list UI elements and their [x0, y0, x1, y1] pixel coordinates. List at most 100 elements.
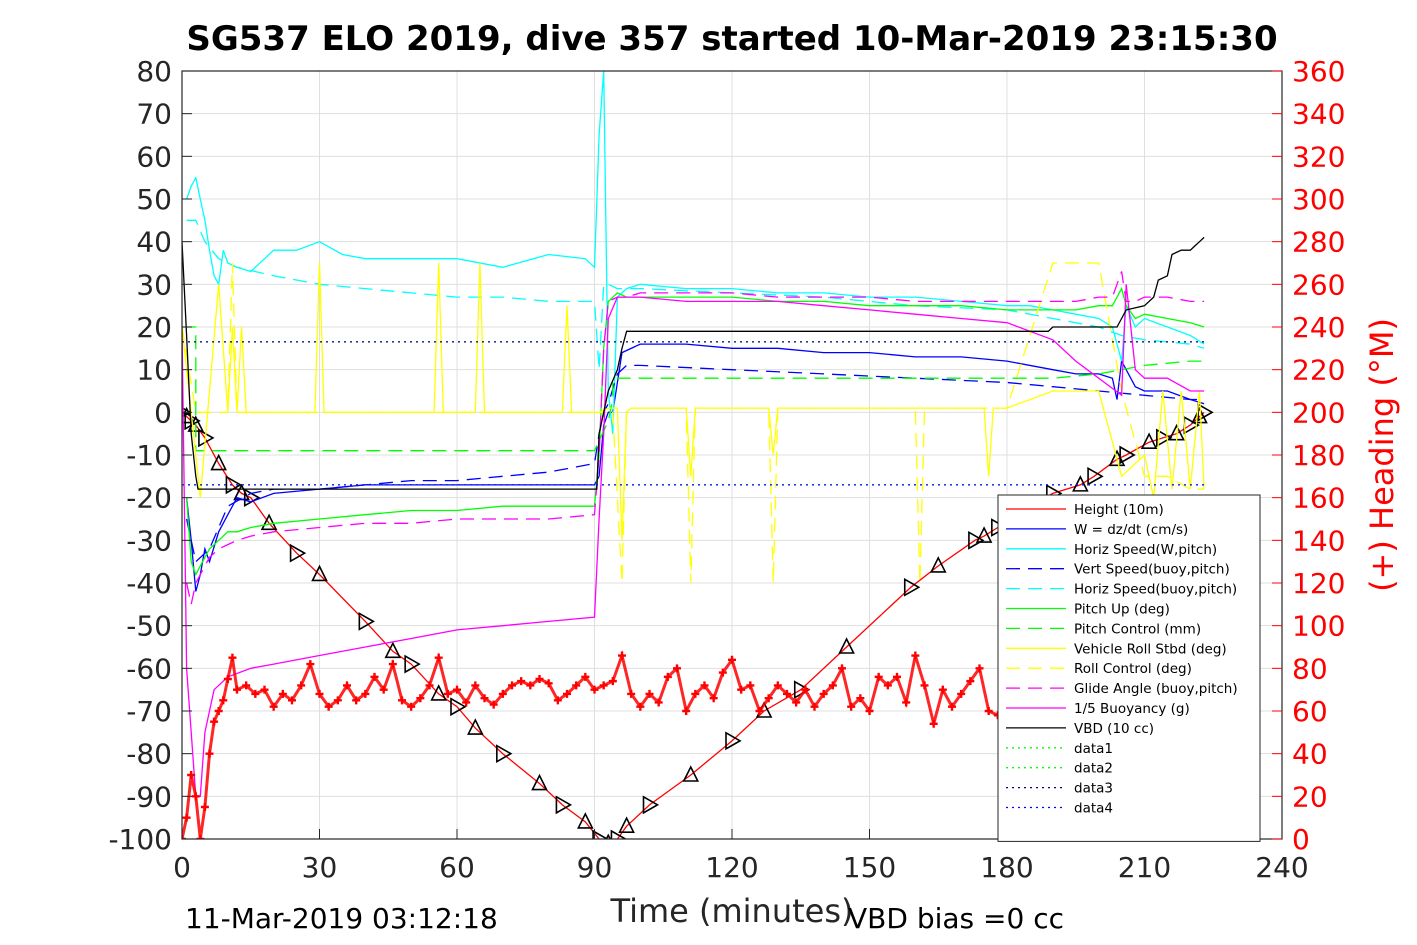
y2-tick-label: 140: [1292, 524, 1345, 557]
height-marker: [592, 829, 609, 839]
height-marker: [450, 697, 467, 717]
legend-entry: Vehicle Roll Stbd (deg): [1074, 641, 1227, 657]
legend-entry: 1/5 Buoyancy (g): [1074, 701, 1190, 717]
height-marker: [430, 684, 447, 701]
y2-tick-label: 240: [1292, 311, 1345, 344]
y-tick-label: 40: [136, 226, 172, 259]
height-marker: [1140, 432, 1158, 449]
height-marker: [210, 453, 227, 471]
legend-entry: Horiz Speed(W,pitch): [1074, 542, 1217, 558]
height-marker: [725, 731, 742, 751]
height-marker: [975, 526, 993, 543]
height-marker: [838, 637, 855, 654]
legend-entry: data2: [1074, 761, 1113, 777]
legend: Height (10m) W = dz/dt (cm/s) Horiz Speed(…: [997, 494, 1261, 842]
series-roll-control-deg: [182, 262, 1205, 584]
y-tick-label: -40: [126, 567, 172, 600]
end-timestamp: 11-Mar-2019 03:12:18: [185, 902, 498, 935]
y2-tick-label: 180: [1292, 439, 1345, 472]
x-tick-label: 240: [1255, 851, 1308, 884]
chart-title: SG537 ELO 2019, dive 357 started 10-Mar-…: [186, 19, 1277, 59]
y-tick-label: -20: [126, 482, 172, 515]
legend-entry: data1: [1074, 741, 1113, 757]
x-axis-label: Time (minutes): [610, 892, 854, 930]
y2-tick-label: 20: [1292, 780, 1328, 813]
y-tick-label: 30: [136, 268, 172, 301]
height-marker: [289, 543, 307, 563]
y2-tick-label: 340: [1292, 98, 1345, 131]
x-tick-label: 150: [843, 851, 896, 884]
y-tick-label: 20: [136, 311, 172, 344]
y-tick-label: 10: [136, 354, 172, 387]
series-vbd-10-cc: [182, 236, 1205, 490]
y-tick-label: -90: [126, 780, 172, 813]
height-marker: [1072, 475, 1089, 492]
heading-series: [182, 650, 1036, 839]
vbd-bias-note: VBD bias =0 cc: [848, 902, 1064, 935]
y-tick-label: -60: [126, 652, 172, 685]
y-tick-label: -50: [126, 610, 172, 643]
legend-entry: Horiz Speed(buoy,pitch): [1074, 582, 1237, 598]
height-marker: [496, 744, 513, 764]
legend-entry: data4: [1074, 801, 1113, 817]
height-marker: [1191, 406, 1208, 424]
legend-entry: Glide Angle (buoy,pitch): [1074, 681, 1238, 697]
y2-tick-label: 360: [1292, 55, 1345, 88]
x-tick-label: 210: [1118, 851, 1171, 884]
series-horiz-speed-buoy-pitch: [186, 219, 1205, 370]
series-pitch-control-mm: [182, 326, 1205, 452]
legend-entry: Height (10m): [1074, 502, 1164, 518]
y2-tick-label: 100: [1292, 610, 1345, 643]
x-tick-label: 30: [302, 851, 338, 884]
series-horiz-speed-w-pitch: [185, 71, 1205, 434]
height-marker: [1087, 466, 1104, 486]
y2-tick-label: 260: [1292, 268, 1345, 301]
height-marker: [968, 530, 985, 550]
legend-entry: Vert Speed(buoy,pitch): [1074, 562, 1230, 578]
y-tick-label: 60: [136, 140, 172, 173]
height-marker: [929, 556, 947, 573]
y-tick-label: 0: [154, 396, 172, 429]
height-marker: [311, 564, 328, 582]
height-marker: [610, 829, 628, 839]
height-marker: [384, 641, 402, 659]
y-tick-label: -30: [126, 524, 172, 557]
y2-tick-label: 220: [1292, 354, 1345, 387]
legend-entry: Roll Control (deg): [1074, 661, 1192, 677]
height-marker: [1156, 428, 1173, 448]
legend-entry: VBD (10 cc): [1074, 721, 1154, 737]
y2-tick-label: 300: [1292, 183, 1345, 216]
height-marker: [404, 654, 421, 674]
y2-tick-label: 160: [1292, 482, 1345, 515]
x-tick-label: 0: [173, 851, 191, 884]
legend-entry: W = dz/dt (cm/s): [1074, 522, 1188, 538]
y-tick-label: 50: [136, 183, 172, 216]
y-tick-label: -100: [108, 823, 172, 856]
x-tick-label: 120: [705, 851, 758, 884]
y2-tick-label: 0: [1292, 823, 1310, 856]
y-tick-label: -80: [126, 738, 172, 771]
x-tick-label: 90: [577, 851, 613, 884]
y-tick-label: 80: [136, 55, 172, 88]
legend-entry: Pitch Up (deg): [1074, 602, 1170, 618]
height-marker: [555, 795, 573, 815]
right-axis-label: (+) Heading (°M): [1363, 318, 1401, 592]
axes: 0 30 60 90 120 150 180 210 240-100-90-80-70-60-5…: [108, 55, 1345, 884]
y-tick-label: 70: [136, 98, 172, 131]
y2-tick-label: 80: [1292, 652, 1328, 685]
legend-entry: Pitch Control (mm): [1074, 621, 1201, 637]
y2-tick-label: 60: [1292, 695, 1328, 728]
height-marker: [903, 577, 921, 597]
height-marker: [531, 773, 548, 791]
height-marker: [467, 718, 484, 735]
y2-tick-label: 120: [1292, 567, 1345, 600]
height-marker: [260, 513, 278, 531]
height-marker: [642, 795, 660, 815]
series-1-5-buoyancy-g: [182, 284, 1205, 797]
y2-tick-label: 320: [1292, 140, 1345, 173]
y-tick-label: -10: [126, 439, 172, 472]
y2-tick-label: 200: [1292, 396, 1345, 429]
series-vert-speed-buoy-pitch: [185, 364, 1205, 563]
height-marker: [618, 816, 635, 833]
